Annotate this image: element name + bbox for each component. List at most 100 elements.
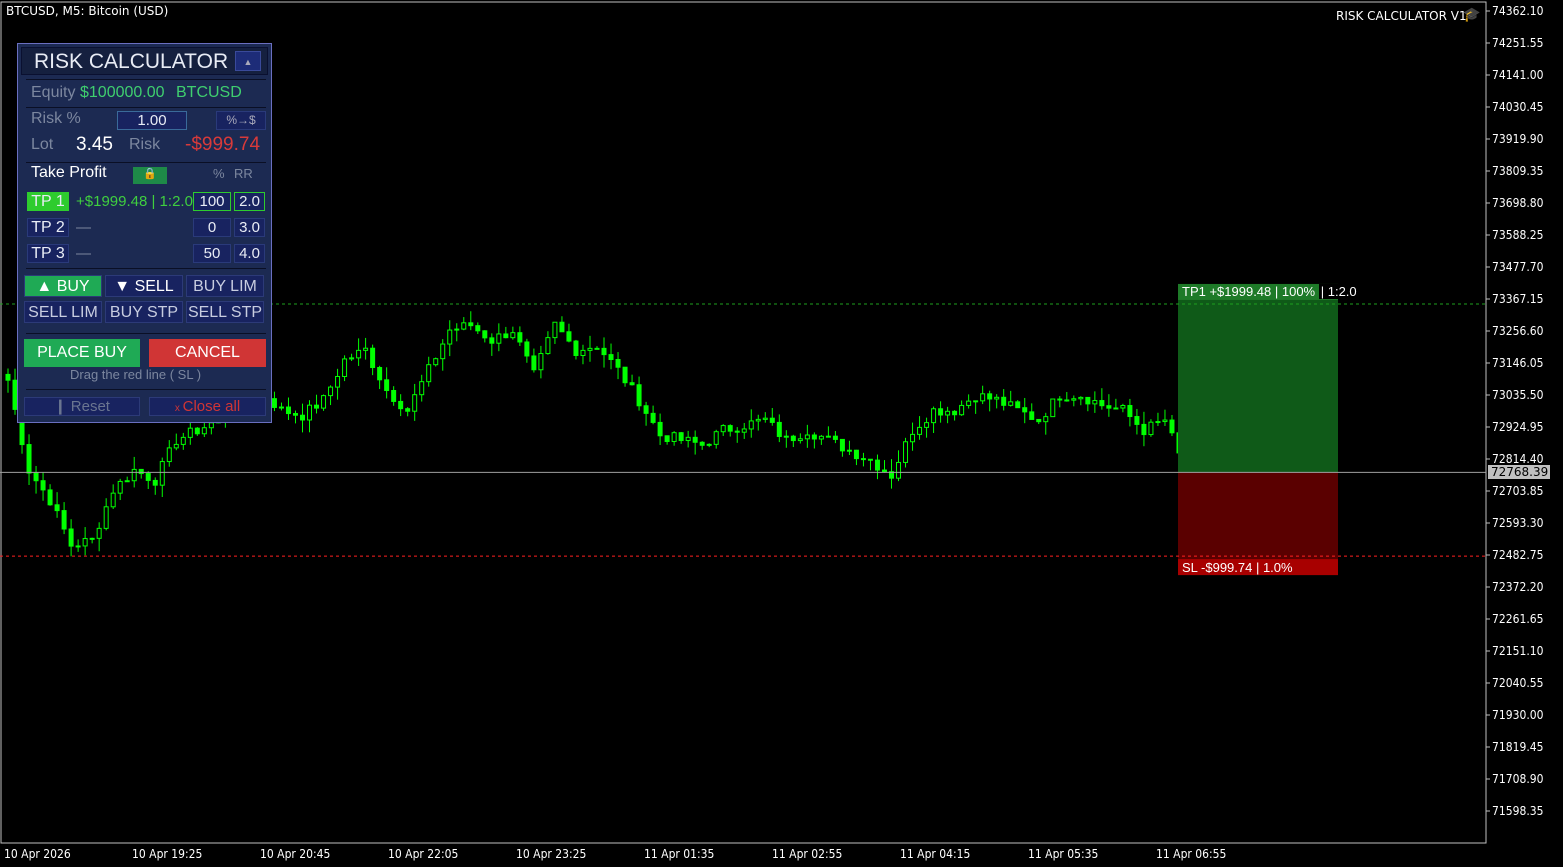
bull-candle [671, 432, 677, 442]
bear-candle [314, 404, 320, 409]
tp3-rr-input[interactable]: 4.0 [234, 244, 265, 263]
bull-candle [166, 447, 172, 463]
bear-candle [952, 410, 958, 416]
time-tick: 10 Apr 20:45 [260, 847, 331, 861]
bear-candle [145, 473, 151, 481]
bear-candle [692, 436, 698, 443]
sl-label: SL -$999.74 | 1.0% [1182, 560, 1293, 576]
bear-candle [860, 458, 866, 461]
tp1-info: +$1999.48 | 1:2.0 [76, 193, 193, 210]
price-tick: 72593.30 [1492, 516, 1544, 530]
bear-candle [839, 438, 845, 452]
bear-candle [517, 332, 523, 343]
bull-candle [825, 435, 831, 438]
time-tick: 11 Apr 05:35 [1028, 847, 1099, 861]
take-profit-zone [1178, 283, 1338, 473]
bear-candle [636, 384, 642, 407]
bull-candle [931, 408, 937, 424]
bear-candle [1001, 396, 1007, 406]
bull-candle [587, 347, 593, 351]
close-all-button[interactable]: x Close all [149, 397, 266, 416]
bear-candle [33, 472, 39, 482]
bull-candle [1043, 416, 1049, 423]
collapse-button[interactable]: ▲ [235, 51, 261, 71]
bear-candle [615, 359, 621, 368]
price-tick: 72482.75 [1492, 548, 1544, 562]
bear-candle [573, 340, 579, 356]
bear-candle [292, 413, 298, 416]
price-tick: 71598.35 [1492, 804, 1544, 818]
lot-value: 3.45 [76, 134, 113, 155]
bear-candle [1169, 419, 1175, 434]
convert-button[interactable]: %→$ [216, 111, 266, 130]
price-tick: 73367.15 [1492, 292, 1544, 306]
bear-candle [832, 435, 838, 440]
bear-candle [643, 405, 649, 414]
bear-candle [1022, 407, 1028, 413]
bull-candle [896, 461, 902, 479]
tp2-pct-input[interactable]: 0 [193, 218, 231, 237]
place-buy-button[interactable]: PLACE BUY [24, 339, 140, 367]
bull-candle [762, 417, 768, 420]
chart-frame [0, 1, 1487, 844]
tp2-info: — [76, 219, 91, 236]
risk-pct-input[interactable]: 1.00 [117, 111, 187, 130]
sell-button[interactable]: ▼ SELL [105, 275, 183, 297]
bull-candle [131, 468, 137, 482]
tp1-pct-input[interactable]: 100 [193, 192, 231, 211]
bear-candle [874, 459, 880, 471]
bull-candle [82, 538, 88, 547]
bear-candle [377, 367, 383, 381]
buy-button[interactable]: ▲ BUY [24, 275, 102, 297]
bull-candle [903, 441, 909, 463]
tp3-toggle[interactable]: TP 3 [27, 244, 69, 263]
bear-candle [769, 417, 775, 423]
buy-limit-button[interactable]: BUY LIM [186, 275, 264, 297]
tp2-toggle[interactable]: TP 2 [27, 218, 69, 237]
bear-candle [811, 434, 817, 440]
bear-candle [1057, 398, 1063, 401]
price-tick: 73919.90 [1492, 132, 1544, 146]
bull-candle [454, 328, 460, 331]
tp3-info: — [76, 245, 91, 262]
reset-button[interactable]: ❙ Reset [24, 397, 140, 416]
bull-candle [706, 443, 712, 446]
price-tick: 72151.10 [1492, 644, 1544, 658]
bear-candle [26, 444, 32, 474]
bear-candle [790, 435, 796, 442]
tp1-toggle[interactable]: TP 1 [27, 192, 69, 211]
bear-candle [594, 347, 600, 350]
bear-candle [608, 354, 614, 361]
price-tick: 74362.10 [1492, 4, 1544, 18]
bull-candle [910, 433, 916, 443]
bull-candle [545, 337, 551, 355]
bear-candle [776, 421, 782, 437]
sell-limit-button[interactable]: SELL LIM [24, 301, 102, 323]
bear-candle [889, 471, 894, 479]
bull-candle [924, 422, 930, 428]
bear-candle [531, 355, 537, 371]
tp2-rr-input[interactable]: 3.0 [234, 218, 265, 237]
bull-candle [363, 347, 369, 351]
bear-candle [601, 347, 607, 356]
bear-candle [54, 504, 60, 512]
lock-icon[interactable]: 🔒 [133, 167, 167, 184]
cancel-button[interactable]: CANCEL [149, 339, 266, 367]
sell-stop-button[interactable]: SELL STP [186, 301, 264, 323]
time-tick: 11 Apr 02:55 [772, 847, 843, 861]
bull-candle [440, 343, 446, 360]
bull-candle [1148, 421, 1154, 436]
price-tick: 73035.50 [1492, 388, 1544, 402]
tp-label: TP1 +$1999.48 | 100% [1182, 283, 1316, 299]
time-tick: 11 Apr 06:55 [1156, 847, 1227, 861]
tp3-pct-input[interactable]: 50 [193, 244, 231, 263]
buy-stop-button[interactable]: BUY STP [105, 301, 183, 323]
bear-candle [482, 330, 488, 339]
bull-candle [159, 461, 165, 486]
bear-candle [664, 435, 670, 442]
bull-candle [1162, 419, 1168, 423]
tp1-rr-input[interactable]: 2.0 [234, 192, 265, 211]
bear-candle [285, 406, 291, 415]
bull-candle [124, 480, 130, 483]
